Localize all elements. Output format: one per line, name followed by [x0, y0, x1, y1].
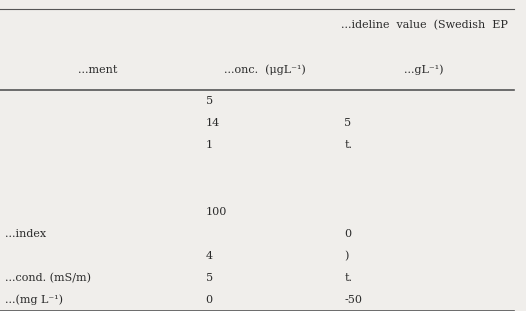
Text: 5: 5: [206, 96, 213, 106]
Text: ): ): [345, 251, 349, 261]
Text: ...ment: ...ment: [78, 65, 117, 75]
Text: 100: 100: [206, 207, 227, 217]
Text: -50: -50: [345, 295, 362, 305]
Text: t.: t.: [345, 273, 352, 283]
Text: ...gL⁻¹): ...gL⁻¹): [404, 65, 444, 75]
Text: ...index: ...index: [5, 229, 46, 239]
Text: t.: t.: [345, 140, 352, 151]
Text: ...cond. (mS/m): ...cond. (mS/m): [5, 273, 91, 283]
Text: 1: 1: [206, 140, 213, 151]
Text: 5: 5: [206, 273, 213, 283]
Text: 14: 14: [206, 118, 220, 128]
Text: ...onc.  (μgL⁻¹): ...onc. (μgL⁻¹): [224, 65, 306, 75]
Text: ...(mg L⁻¹): ...(mg L⁻¹): [5, 295, 63, 305]
Text: 0: 0: [206, 295, 213, 305]
Text: ...ideline  value  (Swedish  EP: ...ideline value (Swedish EP: [340, 20, 508, 30]
Text: 0: 0: [345, 229, 351, 239]
Text: 4: 4: [206, 251, 213, 261]
Text: 5: 5: [345, 118, 351, 128]
